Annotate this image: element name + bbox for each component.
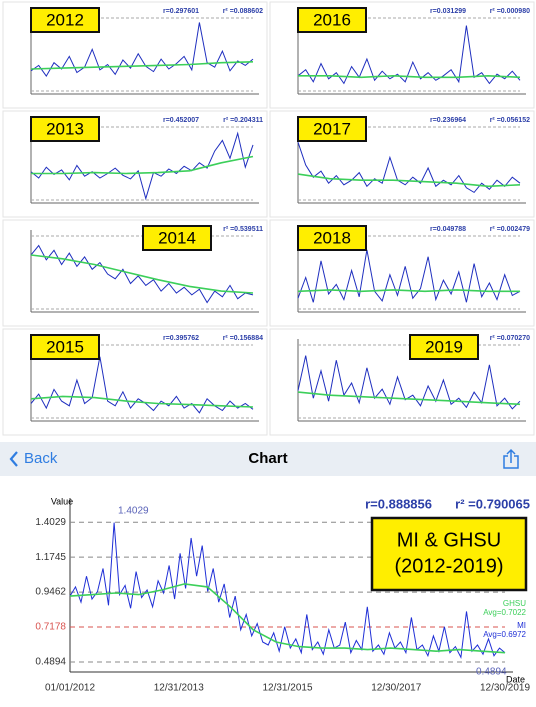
data-line — [30, 131, 254, 201]
year-box — [30, 116, 100, 142]
back-chevron[interactable] — [9, 451, 18, 467]
annotation: 1.4029 — [118, 506, 149, 517]
r2-label: r² =0.156884 — [223, 335, 263, 342]
r2-label: r² =0.539511 — [223, 226, 263, 233]
data-line — [69, 522, 506, 659]
data-line — [30, 244, 254, 304]
year-label: 2019 — [425, 337, 463, 356]
avg-line — [30, 61, 254, 70]
avg-line — [298, 74, 521, 79]
r-label: r=0.395762 — [163, 335, 199, 342]
x-tick-label: 12/30/2017 — [371, 683, 421, 694]
x-tick-label: 01/01/2012 — [45, 683, 95, 694]
year-box — [409, 334, 479, 360]
avg-line — [69, 583, 506, 654]
panel — [2, 219, 268, 327]
r-label: r=0.236964 — [430, 117, 466, 124]
nav-bar — [0, 442, 536, 476]
r2-label: r² =0.088602 — [223, 8, 263, 15]
r2-label: r² =0.002479 — [490, 226, 530, 233]
year-label: 2018 — [313, 228, 351, 247]
y-tick-label: 0.7178 — [35, 622, 66, 633]
r2-label: r² =0.790065 — [455, 496, 530, 511]
year-box — [297, 225, 367, 251]
x-axis-label: Date — [506, 674, 525, 684]
y-tick-label: 1.1745 — [35, 552, 66, 563]
legend-avg: Avg=0.6972 — [483, 630, 526, 639]
data-line — [297, 355, 521, 410]
avg-line — [297, 173, 521, 188]
y-tick-label: 0.9462 — [35, 587, 66, 598]
avg-line — [297, 391, 521, 406]
year-box — [142, 225, 212, 251]
nav-title: Chart — [248, 450, 287, 467]
annotation: 0.4894 — [476, 667, 507, 678]
y-tick-label: 1.4029 — [35, 517, 66, 528]
r2-label: r² =0.000980 — [490, 8, 530, 15]
r2-label: r² =0.070270 — [490, 335, 530, 342]
r-label: r=0.888856 — [365, 496, 432, 511]
x-tick-label: 12/31/2013 — [154, 683, 204, 694]
x-tick-label: 12/30/2019 — [480, 683, 530, 694]
avg-line — [30, 395, 254, 408]
year-label: 2013 — [46, 119, 84, 138]
x-tick-label: 12/31/2015 — [262, 683, 312, 694]
back-button[interactable]: Back — [24, 450, 58, 467]
share-icon[interactable] — [503, 448, 519, 469]
year-box — [30, 334, 100, 360]
avg-line — [297, 289, 520, 293]
legend-avg: Avg=0.7022 — [483, 608, 526, 617]
y-tick-label: 0.4894 — [35, 657, 66, 668]
year-label: 2012 — [46, 10, 84, 29]
chart-title: (2012-2019) — [395, 555, 504, 577]
chart-title: MI & GHSU — [397, 529, 501, 551]
year-label: 2014 — [158, 228, 196, 247]
data-line — [297, 249, 521, 303]
avg-line — [31, 155, 254, 175]
year-label: 2015 — [46, 337, 84, 356]
panel — [269, 328, 535, 436]
data-line — [297, 25, 521, 85]
legend-name: GHSU — [503, 599, 526, 608]
year-label: 2016 — [313, 10, 351, 29]
year-box — [30, 7, 100, 33]
data-line — [30, 356, 254, 414]
r-label: r=0.049788 — [430, 226, 466, 233]
r-label: r=0.031299 — [430, 8, 466, 15]
r-label: r=0.452007 — [163, 117, 199, 124]
title-box — [370, 516, 528, 592]
r2-label: r² =0.056152 — [490, 117, 530, 124]
year-box — [297, 7, 367, 33]
legend-name: MI — [517, 621, 526, 630]
year-label: 2017 — [313, 119, 351, 138]
y-axis-label: Value — [51, 496, 73, 506]
data-line — [30, 22, 254, 78]
r2-label: r² =0.204311 — [223, 117, 263, 124]
r-label: r=0.297601 — [163, 8, 199, 15]
avg-line — [30, 254, 254, 294]
year-box — [297, 116, 367, 142]
